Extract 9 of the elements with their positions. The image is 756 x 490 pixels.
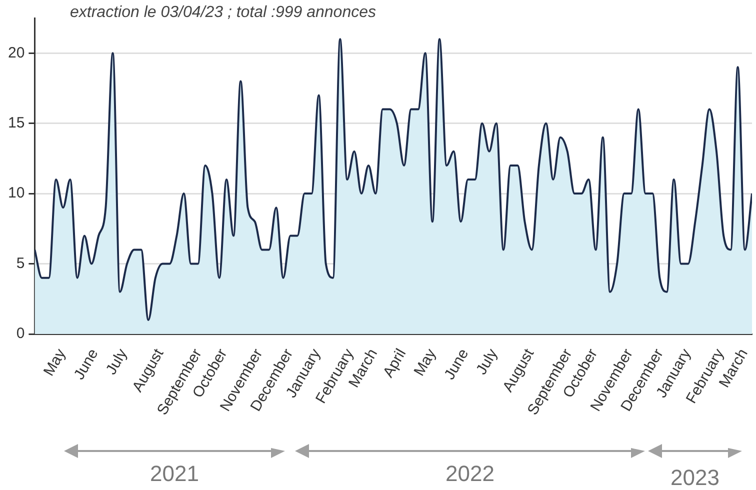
- y-tick-label: 10: [8, 184, 25, 202]
- y-tick-label: 20: [8, 44, 25, 62]
- text: 2022: [444, 461, 496, 487]
- y-tick-label: 5: [16, 254, 25, 272]
- y-tick-label: 15: [8, 114, 25, 132]
- text: 2021: [149, 461, 200, 487]
- annotation: extraction le 03/04/23 ; total :999 annonces: [70, 4, 376, 22]
- y-tick-label: 0: [16, 325, 25, 342]
- text: 2023: [670, 465, 720, 490]
